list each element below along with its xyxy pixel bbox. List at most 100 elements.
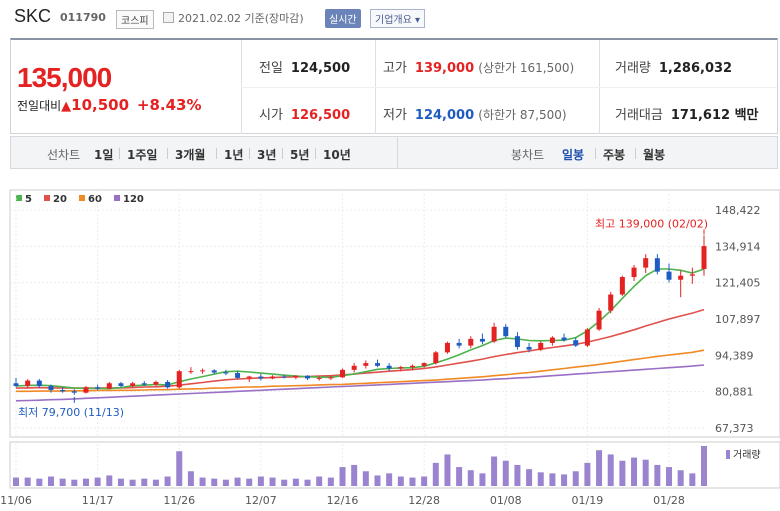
candle-body bbox=[386, 365, 392, 369]
line-chart-label[interactable]: 선차트 bbox=[47, 148, 81, 162]
candle-body bbox=[340, 369, 346, 378]
candle-body bbox=[106, 383, 112, 389]
tab-separator bbox=[249, 148, 250, 159]
y-tick-label: 121,405 bbox=[715, 277, 761, 290]
current-price: 135,000 bbox=[17, 62, 112, 93]
candle-body bbox=[363, 363, 369, 366]
candle-body bbox=[13, 383, 19, 386]
volume-bar bbox=[432, 462, 439, 486]
volume-bar bbox=[689, 473, 696, 486]
tab-1w[interactable]: 1주일 bbox=[127, 148, 158, 162]
candle-body bbox=[433, 352, 439, 364]
price-change: 전일대비▲10,500 +8.43% bbox=[17, 96, 202, 114]
realtime-button[interactable]: 실시간 bbox=[325, 9, 361, 28]
tab-3m[interactable]: 3개월 bbox=[175, 148, 206, 162]
candlesticks bbox=[13, 235, 707, 395]
volume-bar bbox=[491, 456, 498, 486]
stock-code: 011790 bbox=[60, 11, 106, 24]
tab-separator bbox=[595, 148, 596, 159]
volume-bar bbox=[561, 474, 568, 486]
volume-bar bbox=[59, 478, 66, 486]
x-tick-label: 01/08 bbox=[490, 494, 522, 507]
volume-legend-label: 거래량 bbox=[733, 449, 761, 461]
volume-bar bbox=[701, 446, 707, 486]
volume-bar bbox=[152, 479, 159, 486]
legend-swatch bbox=[114, 195, 120, 201]
amount-cell: 거래대금 171,612 백만 bbox=[615, 108, 759, 123]
x-tick-label: 12/16 bbox=[327, 494, 359, 507]
candle-body bbox=[643, 258, 649, 268]
high-cell: 고가 139,000 (상한가 161,500) bbox=[383, 61, 575, 76]
candle-body bbox=[305, 375, 311, 379]
tab-10y[interactable]: 10년 bbox=[323, 148, 351, 162]
tab-daily[interactable]: 일봉 bbox=[562, 148, 585, 162]
volume-bar bbox=[526, 469, 533, 486]
volume-legend-swatch bbox=[726, 450, 730, 459]
volume-bar bbox=[187, 471, 194, 486]
candle-body bbox=[631, 267, 637, 278]
volume-bar bbox=[631, 457, 638, 486]
candle-body bbox=[573, 340, 579, 346]
chart-period-tabs: 선차트 1일 1주일 3개월 1년 3년 5년 10년 봉차트 일봉 주봉 월봉 bbox=[10, 136, 778, 169]
volume-bar bbox=[82, 478, 89, 486]
candle-body bbox=[293, 375, 299, 378]
volume-bar bbox=[327, 477, 334, 486]
candle-body bbox=[83, 387, 89, 393]
volume-bar bbox=[164, 476, 171, 486]
tab-monthly[interactable]: 월봉 bbox=[643, 148, 666, 162]
tab-separator bbox=[282, 148, 283, 159]
tab-separator bbox=[167, 148, 168, 159]
volume-bar bbox=[421, 476, 428, 486]
candle-body bbox=[608, 294, 614, 311]
stock-name: SKC bbox=[14, 6, 52, 26]
candle-body bbox=[176, 371, 182, 388]
volume-bar bbox=[129, 479, 136, 486]
y-tick-label: 94,389 bbox=[715, 349, 754, 362]
volume-bar bbox=[176, 451, 183, 486]
tab-1d[interactable]: 1일 bbox=[94, 148, 114, 162]
ma-legend: 5 20 60 120 bbox=[16, 194, 144, 205]
legend-label: 20 bbox=[53, 194, 67, 205]
volume-bar bbox=[502, 460, 509, 486]
legend-swatch bbox=[44, 195, 50, 201]
candle-body bbox=[374, 363, 380, 366]
volume-bar bbox=[222, 479, 229, 486]
candle-body bbox=[130, 383, 136, 386]
tab-1y[interactable]: 1년 bbox=[224, 148, 244, 162]
candle-body bbox=[200, 370, 206, 372]
company-info-dropdown[interactable]: 기업개요 ▾ bbox=[370, 9, 425, 28]
candle-body bbox=[596, 310, 602, 330]
tab-separator bbox=[216, 148, 217, 159]
volume-bar bbox=[666, 467, 673, 486]
tab-3y[interactable]: 3년 bbox=[257, 148, 277, 162]
candle-body bbox=[235, 373, 241, 378]
volume-bar bbox=[409, 477, 416, 486]
candle-body bbox=[48, 385, 54, 391]
change-value: 10,500 bbox=[71, 96, 130, 114]
candle-body bbox=[316, 377, 322, 379]
candle-body bbox=[689, 274, 695, 276]
candle-chart-label[interactable]: 봉차트 bbox=[511, 148, 545, 162]
candle-body bbox=[654, 258, 660, 272]
open-cell: 시가 126,500 bbox=[259, 108, 351, 123]
candle-body bbox=[456, 342, 462, 346]
reference-date: 2021.02.02 기준(장마감) bbox=[178, 12, 304, 25]
change-percent: +8.43% bbox=[136, 96, 202, 114]
candle-body bbox=[281, 376, 287, 378]
volume-bar bbox=[13, 477, 19, 486]
volume-bar bbox=[549, 473, 556, 486]
volume-bar bbox=[467, 470, 474, 486]
candle-body bbox=[153, 381, 159, 385]
volume-bar bbox=[316, 476, 323, 486]
volume-bar bbox=[339, 467, 346, 486]
legend-swatch bbox=[79, 195, 85, 201]
y-tick-label: 80,881 bbox=[715, 386, 754, 399]
candle-body bbox=[561, 337, 567, 341]
market-badge: 코스피 bbox=[116, 10, 154, 29]
candle-body bbox=[491, 326, 497, 342]
candle-body bbox=[666, 271, 672, 280]
tab-weekly[interactable]: 주봉 bbox=[603, 148, 626, 162]
candle-body bbox=[526, 346, 532, 350]
ma60-line bbox=[16, 349, 705, 393]
tab-5y[interactable]: 5년 bbox=[290, 148, 310, 162]
